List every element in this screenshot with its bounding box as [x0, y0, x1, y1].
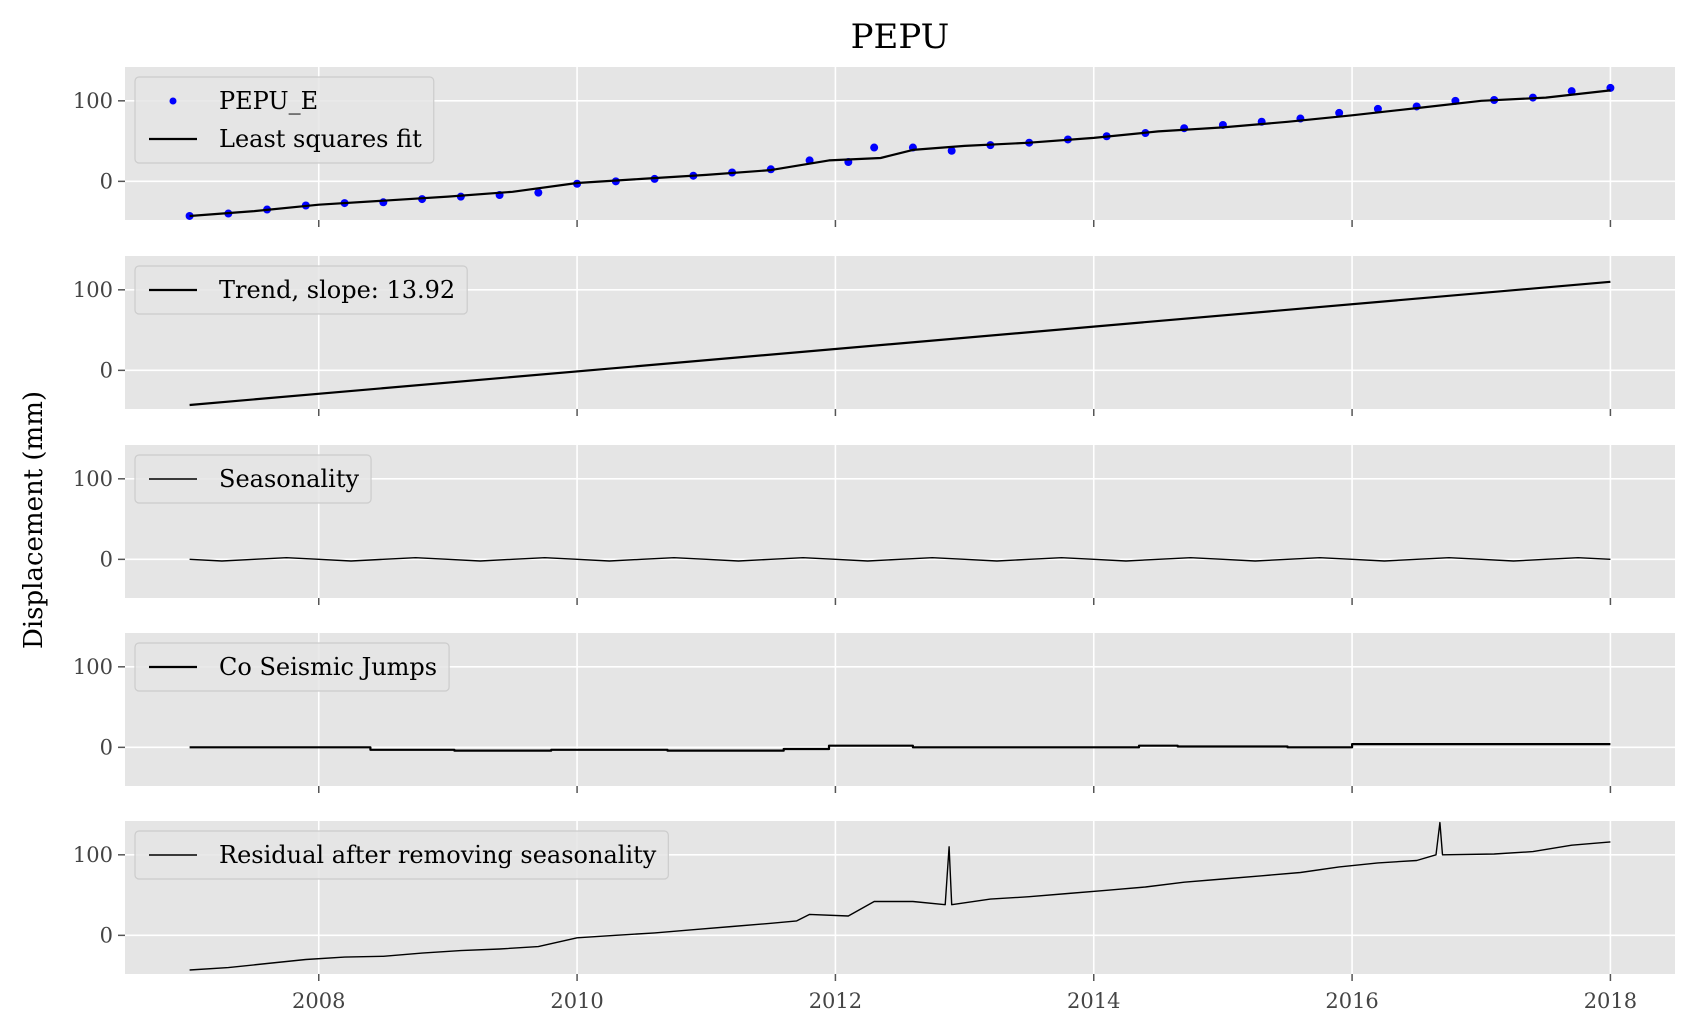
legend: PEPU_E Least squares fit — [134, 76, 435, 164]
legend-marker-pepu-e — [169, 97, 177, 105]
x-tick-label: 2008 — [292, 989, 345, 1013]
legend-label: Trend, slope: 13.92 — [219, 276, 455, 304]
legend-box — [134, 265, 468, 315]
x-tick-label: 2010 — [550, 989, 603, 1013]
panel-3: 0 100 Seasonality — [73, 445, 1675, 605]
legend-label: Residual after removing seasonality — [219, 841, 657, 869]
y-tick-label: 0 — [100, 735, 113, 759]
y-tick-label: 0 — [100, 923, 113, 947]
panel-data — [189, 280, 1611, 407]
legend: Co Seismic Jumps — [134, 642, 450, 692]
data-point — [947, 146, 956, 155]
panel-data — [189, 557, 1611, 562]
data-point — [870, 143, 879, 152]
legend: Seasonality — [134, 454, 372, 504]
data-point — [1335, 108, 1344, 117]
legend-label: PEPU_E — [219, 87, 318, 115]
data-point — [534, 188, 543, 197]
data-point — [1373, 104, 1382, 113]
y-tick-label: 100 — [73, 278, 113, 302]
y-tick-label: 0 — [100, 169, 113, 193]
panel-4: 0 100 Co Seismic Jumps — [73, 633, 1675, 793]
x-tick-label: 2018 — [1584, 989, 1637, 1013]
series-line-least-squares-fit — [189, 89, 1611, 218]
legend-label: Least squares fit — [219, 125, 422, 153]
legend: Trend, slope: 13.92 — [134, 265, 468, 315]
y-tick-label: 100 — [73, 467, 113, 491]
data-point — [185, 211, 194, 220]
series-pepu-e — [185, 83, 1615, 220]
chart-title: PEPU — [851, 17, 950, 57]
x-tick-label: 2016 — [1325, 989, 1378, 1013]
x-tick-label: 2014 — [1067, 989, 1120, 1013]
legend-box — [134, 454, 372, 504]
panel-data — [189, 821, 1611, 971]
y-tick-label: 0 — [100, 547, 113, 571]
series-line-trend-slope-13-92 — [189, 280, 1611, 407]
panel-background — [125, 445, 1675, 598]
panels-group: 0 100 PEPU_E Least squares fit 0 100 Trend, sl… — [73, 67, 1675, 1013]
y-axis-label: Displacement (mm) — [19, 391, 49, 649]
panel-5: 0 100 Residual after removing seasonality 2… — [73, 821, 1675, 1013]
panel-data — [189, 742, 1611, 752]
data-point — [1567, 87, 1576, 96]
y-tick-label: 0 — [100, 358, 113, 382]
series-line-co-seismic-jumps — [189, 742, 1611, 752]
legend-box — [134, 642, 450, 692]
y-tick-label: 100 — [73, 655, 113, 679]
x-tick-label: 2012 — [809, 989, 862, 1013]
legend-label: Co Seismic Jumps — [219, 653, 437, 681]
legend: Residual after removing seasonality — [134, 830, 669, 880]
y-tick-label: 100 — [73, 89, 113, 113]
legend-box — [134, 76, 435, 164]
y-tick-label: 100 — [73, 843, 113, 867]
legend-box — [134, 830, 669, 880]
series-line-seasonality — [189, 557, 1611, 562]
panel-data — [185, 83, 1615, 220]
panel-2: 0 100 Trend, slope: 13.92 — [73, 256, 1675, 416]
legend-label: Seasonality — [219, 465, 359, 493]
panel-1: 0 100 PEPU_E Least squares fit — [73, 67, 1675, 227]
series-line-residual-after-removing-seasonality — [189, 821, 1611, 971]
